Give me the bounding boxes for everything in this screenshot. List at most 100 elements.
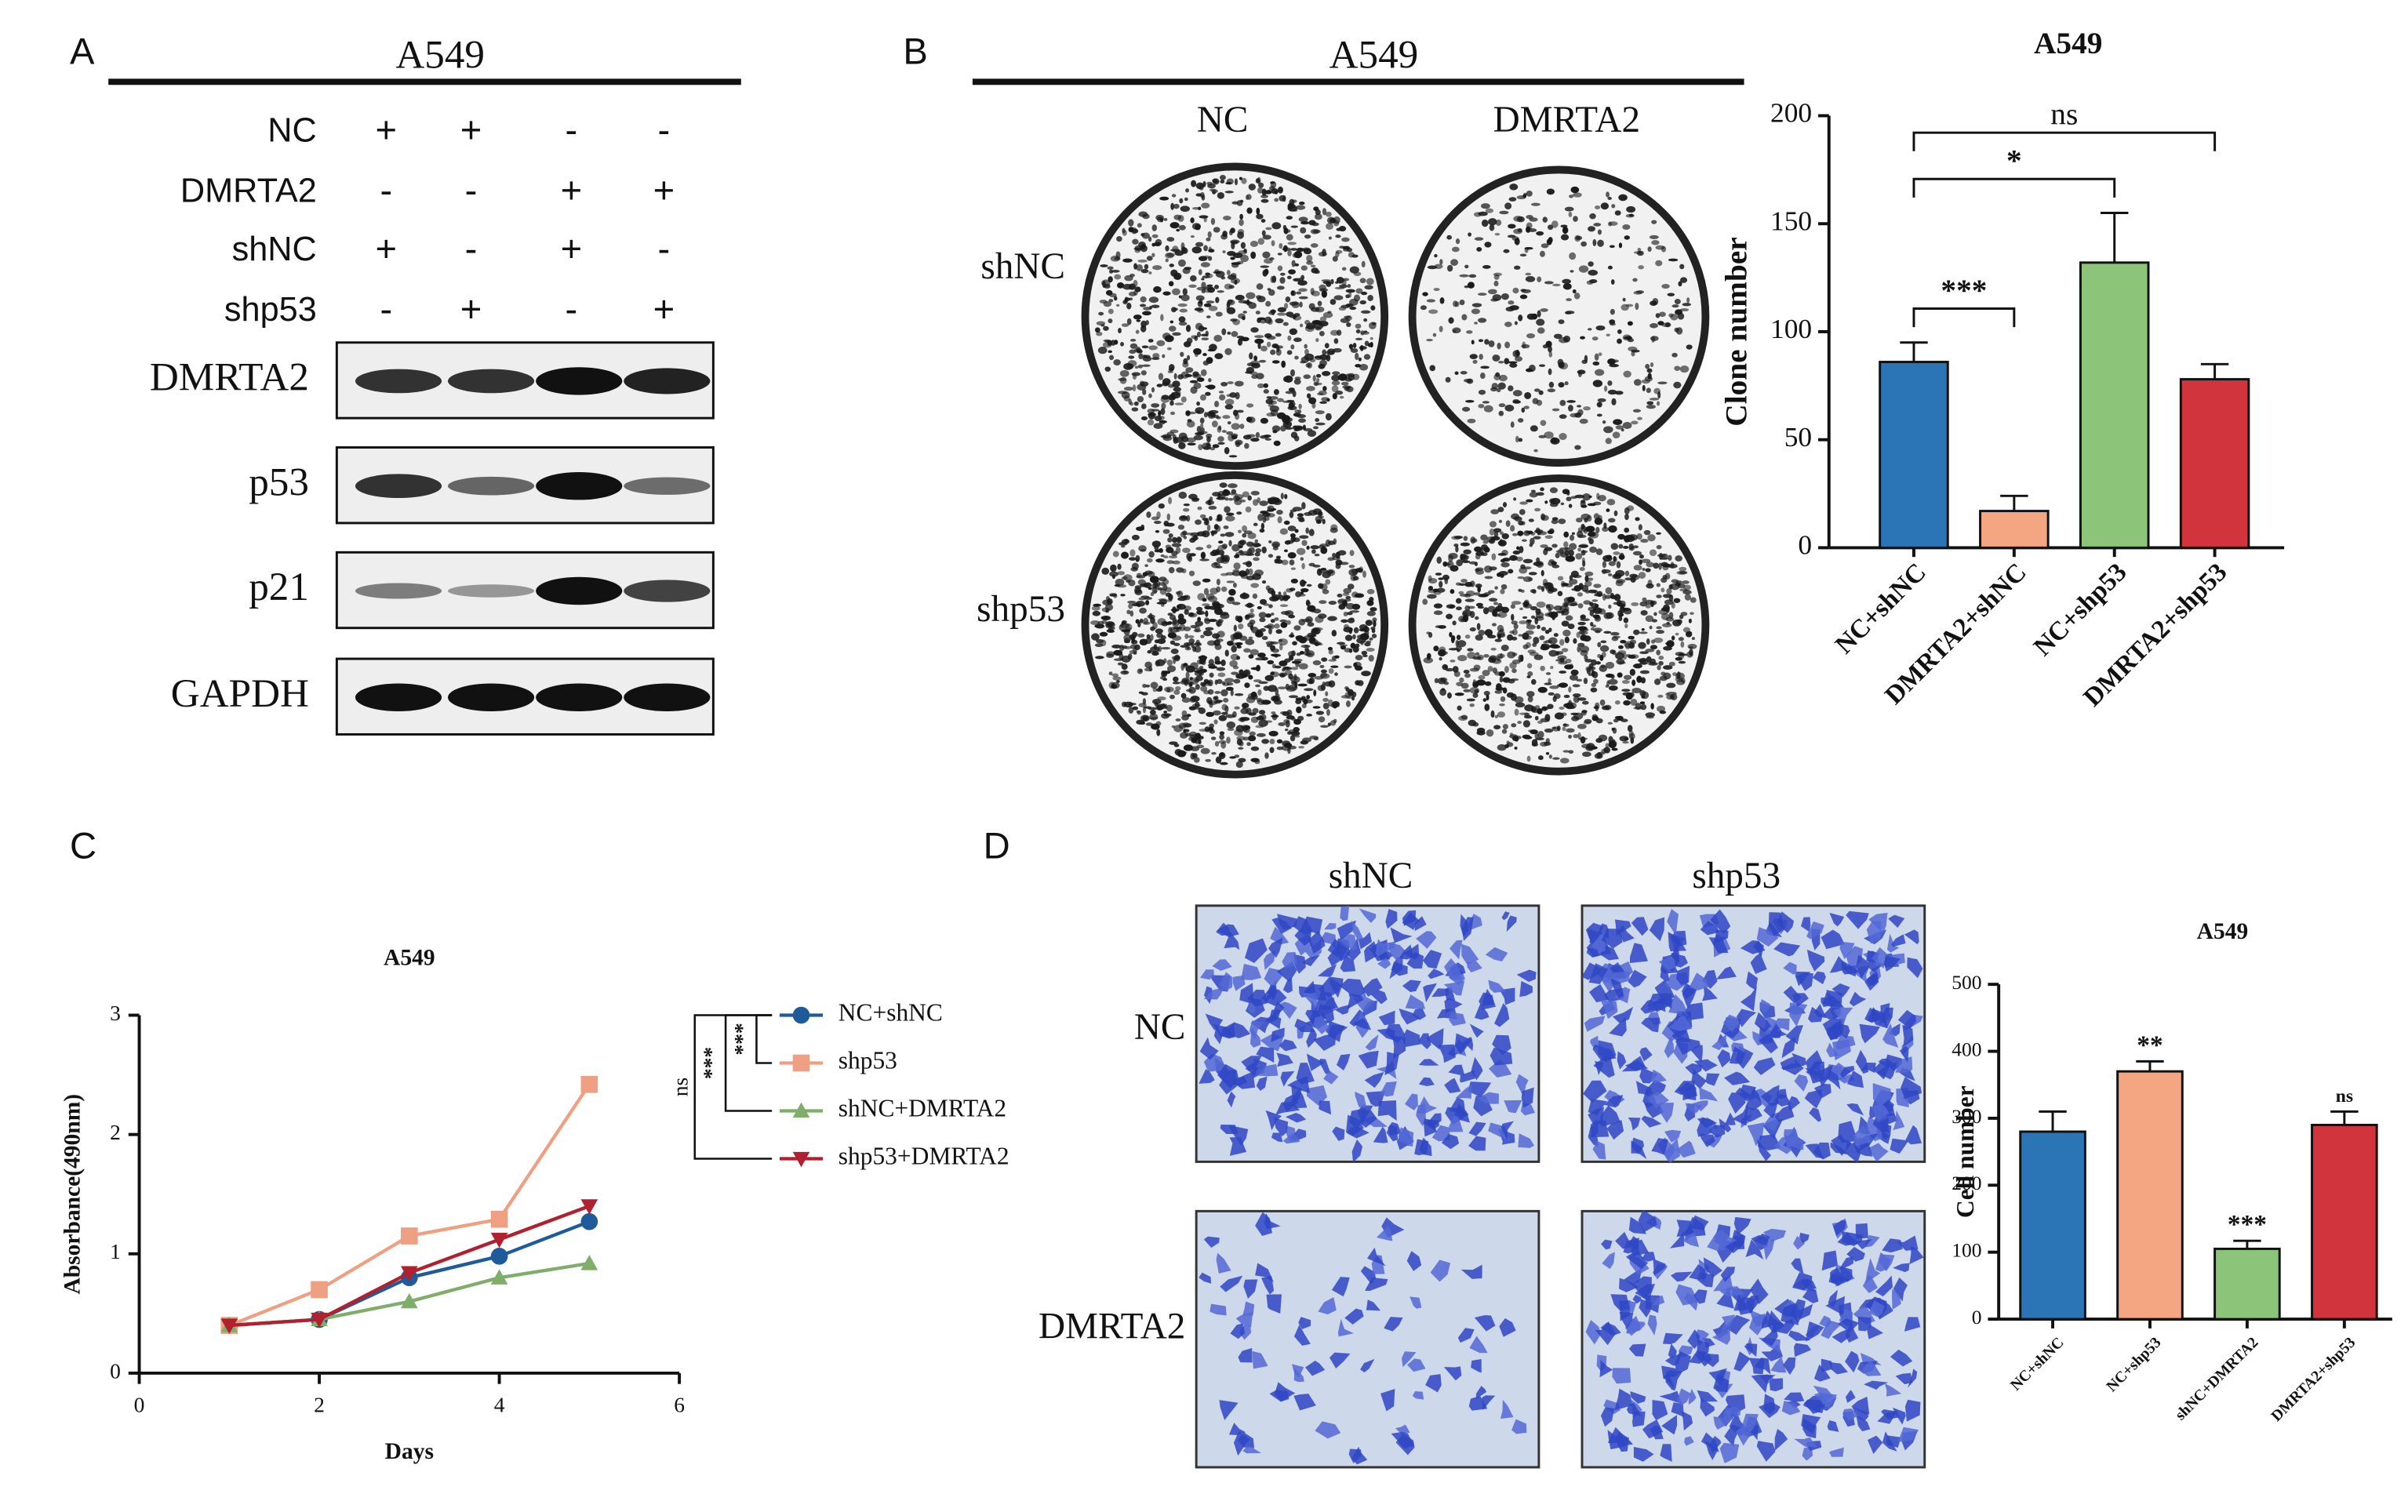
colony [1500, 562, 1510, 568]
colony [1320, 684, 1326, 691]
colony [1455, 238, 1460, 245]
colony [1355, 654, 1363, 661]
stained-cell [1660, 1444, 1672, 1463]
colony [1147, 408, 1155, 414]
colony [1202, 578, 1211, 583]
colony [1608, 561, 1616, 566]
colony [1564, 381, 1569, 386]
colony [1257, 187, 1264, 194]
tick-label: 0 [134, 1393, 145, 1417]
stained-cell [1469, 1336, 1488, 1354]
colony [1147, 419, 1155, 426]
colony [1568, 750, 1574, 754]
stained-cell [1663, 1370, 1683, 1390]
stained-cell [1853, 1125, 1871, 1146]
colony [1478, 403, 1485, 409]
colony [1141, 692, 1148, 696]
colony [1236, 511, 1242, 515]
colony [1199, 666, 1204, 669]
colony [1488, 289, 1497, 295]
colony [1113, 296, 1118, 301]
colony [1213, 562, 1218, 566]
colony [1657, 664, 1661, 671]
colony [1427, 265, 1438, 270]
colony [1300, 274, 1305, 281]
stained-cell [1213, 1024, 1223, 1045]
colony [1610, 322, 1616, 326]
colony [1517, 530, 1524, 536]
colony [1678, 660, 1686, 664]
colony [1239, 540, 1246, 546]
colony [1344, 387, 1350, 391]
colony [1671, 602, 1675, 609]
colony [1586, 743, 1595, 751]
colony [1173, 676, 1179, 682]
colony [1550, 666, 1554, 670]
colony [1646, 583, 1654, 589]
colony [1153, 644, 1158, 650]
colony [1155, 530, 1160, 533]
colony [1569, 194, 1573, 198]
colony [1092, 610, 1101, 616]
colony [1650, 703, 1654, 710]
colony [1284, 540, 1291, 545]
colony [1328, 236, 1332, 240]
colony [1284, 493, 1288, 500]
colony [1322, 589, 1329, 594]
colony [1457, 655, 1468, 662]
legend-marker [792, 1102, 810, 1118]
stained-cell [1745, 1239, 1764, 1260]
stained-cell [1884, 1383, 1902, 1397]
colony [1310, 243, 1319, 248]
stained-cell [1425, 1374, 1442, 1393]
colony [1484, 629, 1493, 637]
colony [1497, 611, 1508, 619]
colony [1540, 718, 1550, 723]
colony [1537, 327, 1545, 334]
colony [1141, 364, 1151, 367]
colony [1593, 501, 1602, 506]
colony [1140, 714, 1150, 722]
colony [1283, 743, 1293, 748]
colony [1526, 624, 1536, 630]
colony [1111, 644, 1122, 649]
colony [1252, 707, 1259, 714]
colony [1224, 347, 1232, 355]
colony [1540, 569, 1544, 576]
tick-label: 0 [1798, 529, 1812, 561]
colony [1160, 314, 1164, 322]
colony [1497, 711, 1506, 718]
condition-sign: + [561, 228, 583, 270]
condition-sign: - [566, 289, 578, 330]
colony [1277, 307, 1286, 313]
colony [1499, 676, 1504, 683]
colony [1264, 258, 1273, 264]
colony [1422, 292, 1428, 296]
colony [1219, 394, 1226, 401]
stained-cell [1504, 1099, 1522, 1114]
colony [1537, 707, 1543, 714]
colony [1340, 619, 1348, 623]
stained-cell [1516, 969, 1537, 983]
stained-cell [1610, 978, 1624, 998]
colony [1188, 612, 1198, 618]
colony [1544, 630, 1550, 634]
condition-label: NC [267, 112, 317, 150]
colony [1446, 234, 1452, 240]
colony [1282, 376, 1288, 382]
stained-cell [1688, 1388, 1697, 1405]
colony [1322, 571, 1331, 579]
colony [1188, 706, 1197, 711]
colony [1500, 573, 1504, 578]
stained-cell [1229, 1136, 1247, 1156]
colony [1521, 289, 1531, 293]
colony [1439, 325, 1443, 333]
colony [1489, 521, 1497, 528]
colony [1600, 640, 1607, 644]
colony [1306, 254, 1313, 263]
colony [1123, 701, 1133, 708]
colony [1595, 325, 1606, 331]
colony [1286, 686, 1297, 692]
colony [1140, 370, 1147, 376]
colony [1178, 491, 1188, 500]
